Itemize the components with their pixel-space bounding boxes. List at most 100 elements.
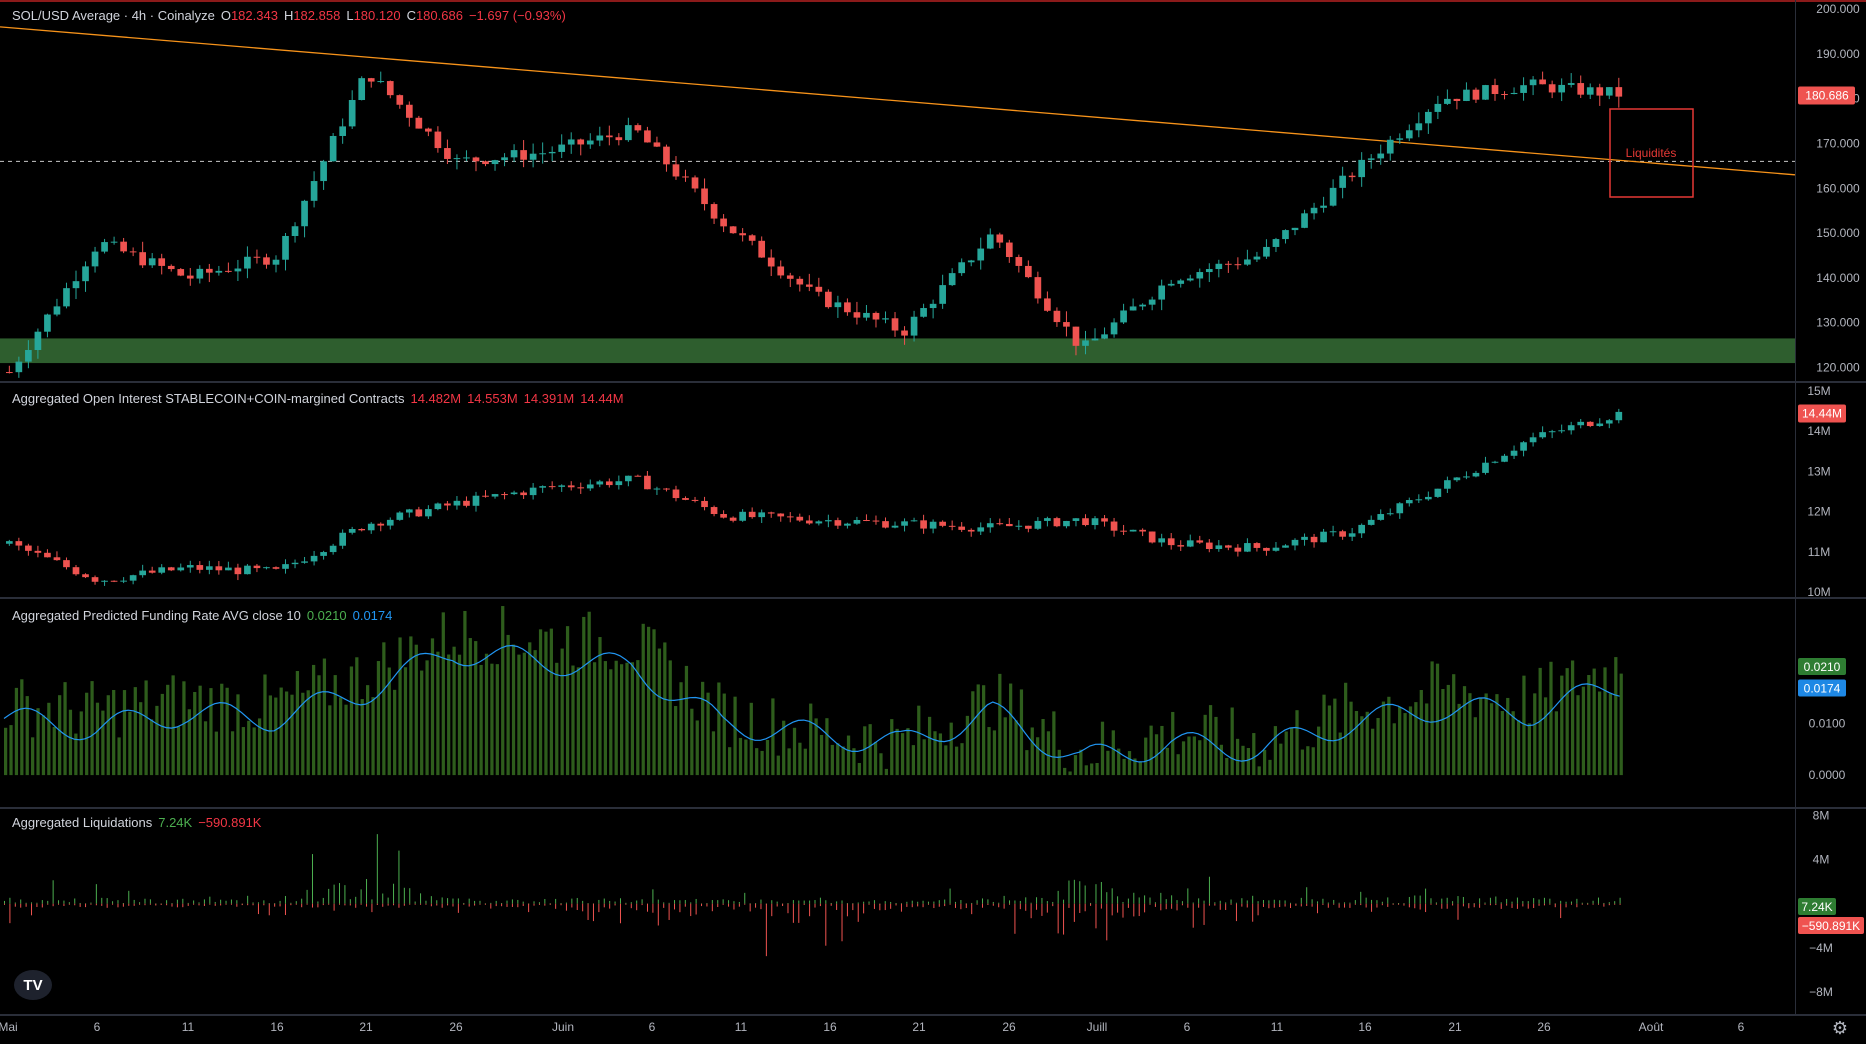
price-candle — [148, 258, 156, 266]
funding-bar — [1570, 660, 1575, 776]
liquidation-axis-tick: 4M — [1813, 853, 1830, 867]
liquidation-short-bar — [490, 903, 492, 909]
funding-bar — [1500, 711, 1504, 776]
funding-bar — [819, 734, 824, 776]
funding-bar — [268, 695, 273, 776]
liquidation-long-bar — [74, 898, 76, 904]
time-axis-tick: 6 — [94, 1020, 101, 1034]
liquidation-short-bar — [112, 903, 114, 905]
liquidation-long-bar — [1360, 891, 1362, 904]
liquidation-long-bar — [1446, 897, 1448, 904]
price-candle — [910, 316, 918, 336]
oi-last-label: 14.44M — [1802, 407, 1842, 421]
liquidation-short-bar — [1160, 903, 1162, 911]
oi-candle — [577, 487, 585, 489]
liquidation-long-bar — [803, 900, 805, 904]
liquidation-long-bar — [1138, 897, 1140, 904]
liquidation-long-bar — [398, 850, 400, 904]
liquidation-long-bar — [846, 903, 848, 905]
oi-candle — [72, 567, 80, 575]
price-candle — [1339, 175, 1346, 188]
oi-candle — [1367, 519, 1375, 525]
liquidation-long-bar — [738, 901, 740, 904]
funding-bar — [576, 667, 580, 776]
oi-candle — [1310, 536, 1318, 543]
liquidation-long-bar — [290, 902, 292, 904]
funding-bar — [1079, 749, 1083, 776]
funding-bar — [668, 660, 672, 776]
price-candle — [777, 266, 785, 276]
liquidation-long-bar — [1614, 901, 1616, 904]
oi-candle — [777, 513, 785, 517]
oi-candle — [996, 523, 1004, 525]
price-candle — [253, 256, 261, 258]
funding-bar — [1187, 736, 1191, 776]
oi-candle — [1186, 540, 1194, 547]
liquidation-short-bar — [1506, 903, 1508, 906]
funding-bar — [1549, 661, 1553, 776]
funding-bar — [587, 611, 591, 776]
time-axis-tick: 16 — [270, 1020, 284, 1034]
oi-candle — [1034, 520, 1042, 529]
oi-candle — [891, 525, 899, 528]
funding-bar — [825, 718, 829, 776]
oi-candle — [672, 489, 680, 499]
funding-legend: Aggregated Predicted Funding Rate AVG cl… — [12, 608, 392, 623]
price-candle — [329, 135, 337, 162]
tradingview-logo[interactable]: TV — [14, 970, 52, 1000]
liquidation-short-bar — [484, 903, 486, 905]
price-candle — [63, 288, 70, 307]
open-label: O — [220, 8, 231, 23]
price-candle — [1053, 310, 1061, 323]
price-candle — [1558, 84, 1566, 93]
liquidation-short-bar — [1387, 903, 1389, 907]
liquidation-short-bar — [230, 903, 232, 905]
oi-candle — [663, 488, 670, 490]
funding-bar — [1095, 762, 1099, 776]
funding-bar — [1057, 749, 1061, 776]
liquidation-short-bar — [301, 903, 303, 908]
liquidation-long-bar — [1306, 887, 1308, 904]
liquidation-short-bar — [1473, 903, 1475, 908]
last-price-badge — [1798, 86, 1855, 105]
price-candle — [386, 81, 394, 96]
funding-bar — [447, 654, 451, 776]
funding-bar — [533, 650, 537, 776]
funding-bar — [339, 697, 343, 776]
liquidation-long-bar — [1338, 902, 1340, 904]
oi-candle — [434, 503, 442, 510]
liquidation-short-bar — [668, 903, 670, 920]
liquidation-short-bar — [1019, 903, 1021, 910]
gear-icon[interactable]: ⚙ — [1831, 1018, 1849, 1038]
price-candle — [482, 161, 489, 165]
oi-candle — [1520, 442, 1527, 451]
liquidation-short-bar — [376, 903, 378, 906]
liquidation-short-bar — [128, 903, 130, 906]
liquidation-short-bar — [1111, 903, 1113, 916]
oi-value-2: 14.553M — [467, 391, 518, 406]
liquidation-short-bar — [68, 903, 70, 905]
funding-bar — [625, 662, 629, 776]
liquidation-short-bar — [528, 903, 530, 913]
oi-candle — [1539, 432, 1546, 438]
liquidation-short-bar — [474, 903, 476, 906]
liquidation-short-bar — [1133, 903, 1135, 917]
oi-candle — [196, 565, 204, 570]
liquidation-short-bar — [738, 903, 740, 907]
liquidation-long-bar — [1349, 902, 1351, 904]
price-candle — [920, 308, 927, 317]
price-candle — [1577, 83, 1585, 95]
liquidation-short-bar — [1608, 903, 1610, 906]
funding-bar — [366, 685, 370, 776]
liquidation-long-bar — [1289, 902, 1291, 904]
liquidation-long-bar — [1381, 901, 1383, 904]
funding-bar — [1489, 703, 1494, 776]
oi-candle — [567, 485, 575, 488]
liquidation-short-bar — [133, 903, 135, 906]
funding-bar — [1495, 694, 1499, 776]
price-candle — [1529, 79, 1537, 86]
oi-candle — [1320, 531, 1327, 543]
price-candle — [1520, 85, 1527, 93]
price-candle — [1234, 264, 1242, 266]
